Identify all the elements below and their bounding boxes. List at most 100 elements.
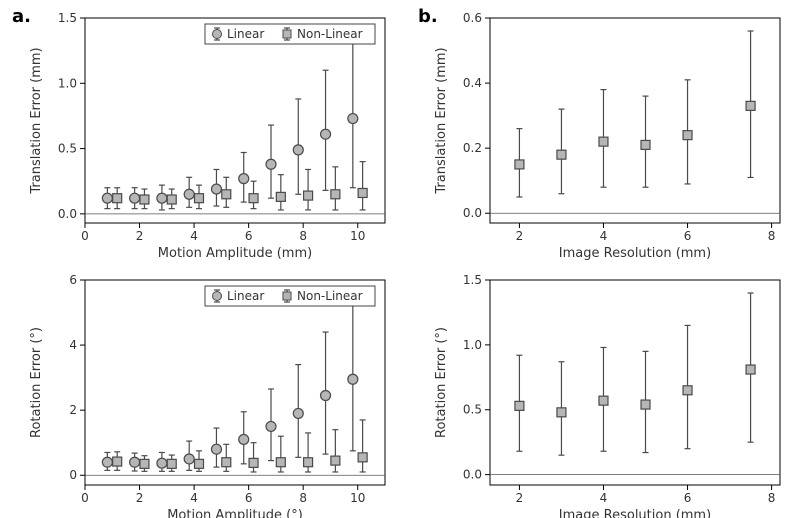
xtick-label: 10 — [350, 491, 365, 505]
ylabel: Rotation Error (°) — [434, 327, 449, 438]
ytick-label: 0.0 — [463, 468, 482, 482]
marker-linear — [211, 444, 221, 454]
marker-nonlinear — [683, 131, 692, 140]
marker-linear — [266, 159, 276, 169]
marker-linear — [321, 391, 331, 401]
legend-marker — [283, 30, 291, 38]
marker-nonlinear — [222, 458, 231, 467]
xtick-label: 4 — [600, 229, 608, 243]
ytick-label: 0 — [69, 468, 77, 482]
subplot-a_bottom: 02468100246Motion Amplitude (°)Rotation … — [29, 273, 385, 518]
marker-nonlinear — [140, 459, 149, 468]
marker-linear — [157, 458, 167, 468]
legend-marker — [213, 30, 222, 39]
marker-nonlinear — [515, 160, 524, 169]
xtick-label: 8 — [768, 229, 776, 243]
axes-frame — [490, 18, 780, 223]
marker-nonlinear — [222, 190, 231, 199]
marker-nonlinear — [304, 191, 313, 200]
marker-nonlinear — [746, 365, 755, 374]
legend-marker — [283, 292, 291, 300]
marker-nonlinear — [276, 192, 285, 201]
marker-linear — [348, 114, 358, 124]
marker-nonlinear — [358, 453, 367, 462]
xlabel: Motion Amplitude (mm) — [158, 246, 312, 261]
ytick-label: 1.5 — [463, 273, 482, 287]
marker-nonlinear — [331, 190, 340, 199]
xlabel: Image Resolution (mm) — [559, 508, 711, 518]
marker-nonlinear — [683, 386, 692, 395]
marker-linear — [293, 408, 303, 418]
ytick-label: 0.5 — [58, 142, 77, 156]
subplot-b_bottom: 24680.00.51.01.5Image Resolution (mm)Rot… — [434, 273, 780, 518]
xtick-label: 6 — [684, 229, 692, 243]
marker-nonlinear — [746, 101, 755, 110]
ytick-label: 2 — [69, 403, 77, 417]
marker-linear — [157, 193, 167, 203]
ylabel: Translation Error (mm) — [434, 47, 449, 194]
xtick-label: 8 — [768, 491, 776, 505]
subplot-b_top: 2 4 6 8 0.0 0.2 0.4 0.6 Image Resolution (mm) Tra… — [434, 11, 780, 261]
marker-linear — [102, 193, 112, 203]
ytick-label: 0.5 — [463, 403, 482, 417]
xtick-label: 8 — [299, 491, 307, 505]
xtick-label: 2 — [136, 491, 144, 505]
xtick-label: 6 — [245, 491, 253, 505]
marker-nonlinear — [195, 194, 204, 203]
marker-linear — [184, 454, 194, 464]
legend-label: Linear — [227, 27, 264, 41]
marker-nonlinear — [515, 401, 524, 410]
xtick-label: 4 — [600, 491, 608, 505]
legend: Linear Non-Linear — [205, 286, 375, 306]
marker-nonlinear — [140, 195, 149, 204]
marker-nonlinear — [113, 457, 122, 466]
marker-nonlinear — [113, 194, 122, 203]
xtick-label: 0 — [81, 229, 89, 243]
xtick-label: 2 — [516, 229, 524, 243]
marker-linear — [321, 129, 331, 139]
ylabel: Rotation Error (°) — [29, 327, 44, 438]
ytick-label: 0.0 — [463, 206, 482, 220]
xtick-label: 4 — [190, 229, 198, 243]
ytick-label: 1.0 — [463, 338, 482, 352]
marker-nonlinear — [249, 458, 258, 467]
figure-svg: 0 2 4 6 8 10 0.0 0.5 1.0 1.5 Motion Amplitude (mm)… — [0, 0, 800, 518]
marker-linear — [266, 421, 276, 431]
legend-label: Linear — [227, 289, 264, 303]
marker-linear — [184, 189, 194, 199]
marker-linear — [102, 457, 112, 467]
ytick-label: 1.0 — [58, 76, 77, 90]
marker-linear — [239, 174, 249, 184]
xtick-label: 0 — [81, 491, 89, 505]
marker-linear — [130, 193, 140, 203]
marker-linear — [348, 374, 358, 384]
marker-linear — [211, 184, 221, 194]
panel-label-b: b. — [418, 6, 438, 27]
xtick-label: 4 — [190, 491, 198, 505]
xtick-label: 6 — [684, 491, 692, 505]
xlabel: Motion Amplitude (°) — [167, 508, 303, 518]
marker-nonlinear — [641, 400, 650, 409]
panel-label-a: a. — [12, 6, 31, 27]
marker-nonlinear — [331, 456, 340, 465]
marker-nonlinear — [304, 458, 313, 467]
marker-linear — [239, 434, 249, 444]
legend: Linear Non-Linear — [205, 24, 375, 44]
axes-frame — [490, 280, 780, 485]
ytick-label: 0.4 — [463, 76, 482, 90]
marker-nonlinear — [167, 459, 176, 468]
marker-nonlinear — [599, 396, 608, 405]
marker-nonlinear — [358, 188, 367, 197]
legend-label: Non-Linear — [297, 289, 363, 303]
ytick-label: 1.5 — [58, 11, 77, 25]
xtick-label: 10 — [350, 229, 365, 243]
ytick-label: 0.6 — [463, 11, 482, 25]
ytick-label: 0.2 — [463, 141, 482, 155]
marker-linear — [130, 457, 140, 467]
marker-nonlinear — [599, 137, 608, 146]
ytick-label: 0.0 — [58, 207, 77, 221]
xlabel: Image Resolution (mm) — [559, 246, 711, 261]
xtick-label: 2 — [136, 229, 144, 243]
legend-label: Non-Linear — [297, 27, 363, 41]
marker-nonlinear — [641, 140, 650, 149]
